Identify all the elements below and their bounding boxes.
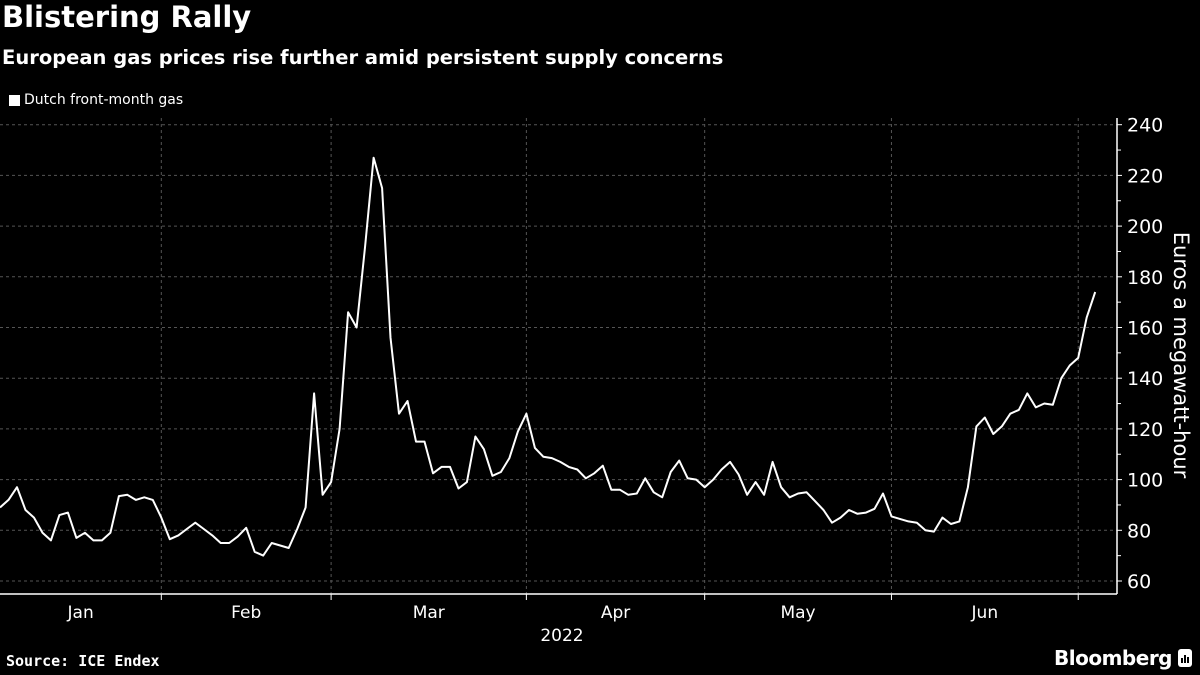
y-tick-label: 240 (1127, 115, 1163, 137)
chart-title: Blistering Rally (2, 0, 252, 34)
y-tick-label: 200 (1127, 216, 1163, 238)
x-axis-label: 2022 (540, 626, 583, 646)
legend: Dutch front-month gas (9, 92, 183, 108)
x-tick-label: May (780, 603, 815, 623)
legend-swatch (9, 94, 20, 106)
bloomberg-logo: Bloomberg (1054, 646, 1192, 670)
x-tick-label: Feb (231, 603, 261, 623)
y-tick-label: 80 (1127, 520, 1151, 542)
bloomberg-mark-icon (1178, 649, 1192, 667)
chart-subtitle: European gas prices rise further amid pe… (2, 46, 724, 69)
legend-label: Dutch front-month gas (24, 92, 184, 108)
source-note: Source: ICE Endex (6, 652, 160, 670)
x-tick-label: Jun (971, 603, 999, 623)
series-line-dutch-front-month-gas (0, 156, 1097, 557)
y-tick-label: 60 (1127, 571, 1151, 593)
y-tick-label: 140 (1127, 368, 1163, 390)
brand-name: Bloomberg (1054, 646, 1172, 670)
x-tick-label: Apr (601, 603, 630, 623)
x-tick-label: Jan (67, 603, 94, 623)
y-tick-label: 160 (1127, 318, 1163, 340)
y-tick-label: 220 (1127, 165, 1163, 187)
x-tick-label: Mar (413, 603, 445, 623)
y-tick-label: 120 (1127, 419, 1163, 441)
y-tick-label: 180 (1127, 267, 1163, 289)
y-axis-label: Euros a megawatt-hour (1169, 232, 1193, 479)
y-tick-label: 100 (1127, 470, 1163, 492)
